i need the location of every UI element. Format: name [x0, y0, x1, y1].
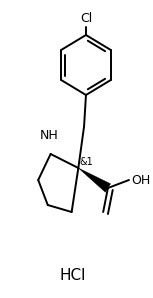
Text: Cl: Cl [80, 12, 92, 25]
Polygon shape [78, 168, 110, 192]
Text: OH: OH [131, 173, 150, 187]
Text: NH: NH [39, 129, 58, 142]
Text: HCl: HCl [59, 268, 86, 283]
Text: &1: &1 [79, 157, 93, 167]
